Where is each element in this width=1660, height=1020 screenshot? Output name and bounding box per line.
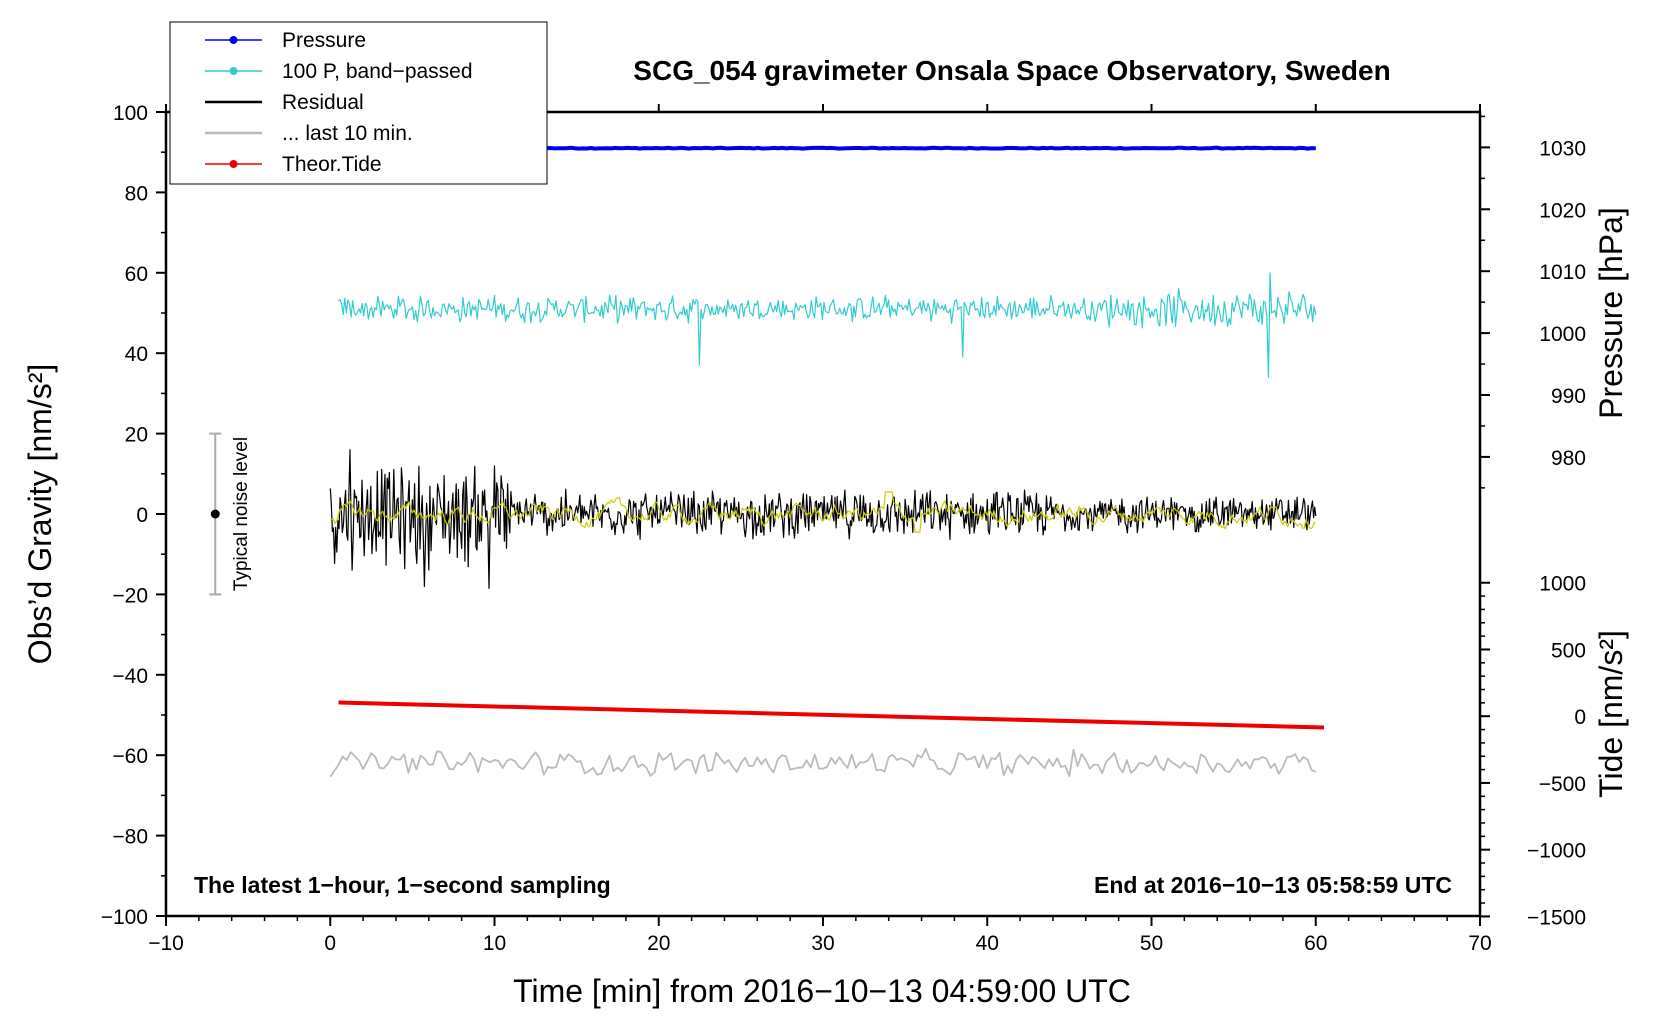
right-tick-label: 500 xyxy=(1551,639,1586,662)
legend-entry-last-10-min: ... last 10 min. xyxy=(205,122,413,145)
y-tick-label: −60 xyxy=(112,745,148,768)
right-tick-label: 980 xyxy=(1551,447,1586,470)
y-axis-title-tide: Tide [nm/s²] xyxy=(1593,630,1629,798)
y-axis-left: 100 80 60 40 20 0 −20 −40 −60 −80 −100 xyxy=(101,102,166,929)
legend: Pressure 100 P, band−passed Residual ... la… xyxy=(169,21,548,185)
y-tick-label: 40 xyxy=(125,343,148,366)
right-tick-label: 990 xyxy=(1551,385,1586,408)
x-tick-label: 20 xyxy=(647,932,670,955)
right-tick-label: 1000 xyxy=(1539,573,1586,596)
y-tick-label: 0 xyxy=(136,504,148,527)
legend-marker xyxy=(229,36,238,44)
series-last-10-min xyxy=(329,747,1317,778)
x-axis-title: Time [min] from 2016−10−13 04:59:00 UTC xyxy=(513,973,1131,1009)
legend-label: Pressure xyxy=(282,29,366,52)
annotation-bottom-right: End at 2016−10−13 05:58:59 UTC xyxy=(1094,872,1452,898)
annotation-bottom-left: The latest 1−hour, 1−second sampling xyxy=(194,872,611,898)
noise-bar xyxy=(209,432,222,596)
y-tick-label: 20 xyxy=(125,424,148,447)
y-tick-label: −40 xyxy=(112,665,148,688)
legend-entry-pressure: Pressure xyxy=(205,29,366,52)
legend-label: Residual xyxy=(282,91,364,114)
y-axis-tide: 1000 500 0 −500 −1000 −1500 xyxy=(1480,573,1586,929)
x-tick-label: 50 xyxy=(1140,932,1163,955)
chart-title: SCG_054 gravimeter Onsala Space Observat… xyxy=(633,55,1390,86)
legend-entry-residual: Residual xyxy=(205,91,364,114)
y-axis-pressure: 1030 1020 1010 1000 990 980 xyxy=(1480,115,1586,489)
y-tick-label: −20 xyxy=(112,584,148,607)
right-tick-label: 1000 xyxy=(1539,323,1586,346)
series-theor-tide xyxy=(338,700,1325,730)
x-tick-label: 10 xyxy=(483,932,506,955)
x-tick-label: 60 xyxy=(1304,932,1327,955)
noise-bar-dot xyxy=(210,509,220,519)
legend-label: ... last 10 min. xyxy=(282,122,413,145)
legend-entries: Pressure 100 P, band−passed Residual ... la… xyxy=(205,29,473,176)
x-tick-label: −10 xyxy=(148,932,184,955)
series-residual xyxy=(329,449,1317,589)
noise-level-label: Typical noise level xyxy=(231,437,252,591)
x-tick-label: 70 xyxy=(1468,932,1491,955)
x-tick-label: 0 xyxy=(324,932,336,955)
y-axis-title-left: Obs’d Gravity [nm/s²] xyxy=(22,364,58,665)
right-tick-label: −1500 xyxy=(1527,906,1586,929)
right-tick-label: 1020 xyxy=(1539,199,1586,222)
y-tick-label: 80 xyxy=(125,182,148,205)
y-tick-label: −80 xyxy=(112,826,148,849)
right-tick-label: 1010 xyxy=(1539,261,1586,284)
right-tick-label: 0 xyxy=(1574,706,1586,729)
x-tick-label: 40 xyxy=(976,932,999,955)
series-residual-smoothed xyxy=(330,491,1316,533)
legend-entry-100-p-band-passed: 100 P, band−passed xyxy=(205,60,473,83)
x-axis: −10 0 10 20 30 40 50 60 70 xyxy=(148,104,1492,955)
legend-label: 100 P, band−passed xyxy=(282,60,473,83)
right-tick-label: 1030 xyxy=(1539,137,1586,160)
x-tick-label: 30 xyxy=(811,932,834,955)
right-tick-label: −1000 xyxy=(1527,840,1586,863)
y-tick-label: −100 xyxy=(101,906,148,929)
legend-entry-theor-tide: Theor.Tide xyxy=(205,153,382,176)
legend-marker xyxy=(229,160,238,168)
legend-label: Theor.Tide xyxy=(282,153,382,176)
y-tick-label: 60 xyxy=(125,263,148,286)
noise-level-indicator: Typical noise level xyxy=(209,432,252,596)
y-axis-title-pressure: Pressure [hPa] xyxy=(1593,207,1629,419)
y-tick-label: 100 xyxy=(113,102,148,125)
right-tick-label: −500 xyxy=(1539,773,1586,796)
series-100-p-band-passed xyxy=(338,272,1317,378)
legend-marker xyxy=(229,67,238,75)
